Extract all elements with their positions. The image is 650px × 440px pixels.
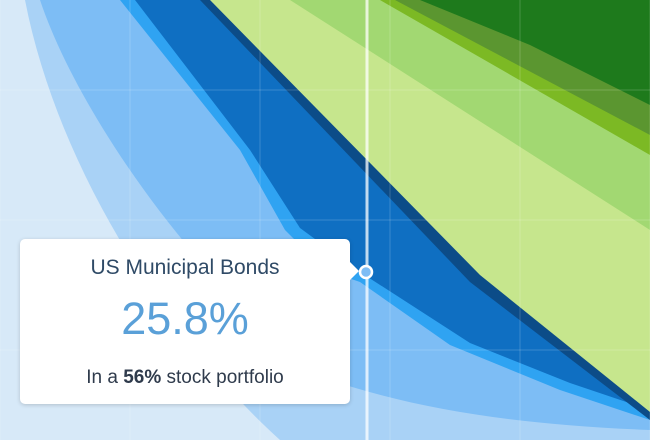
hover-marker[interactable]: [358, 264, 374, 280]
tooltip-value: 25.8%: [121, 293, 249, 344]
tooltip-pointer: [350, 262, 359, 280]
tooltip: US Municipal Bonds 25.8% In a 56% stock …: [20, 239, 359, 404]
area-band-11[interactable]: [420, 0, 650, 105]
tooltip-subtitle: In a 56% stock portfolio: [20, 367, 350, 389]
tooltip-subtitle-prefix: In a: [86, 367, 124, 388]
tooltip-title: US Municipal Bonds: [90, 256, 280, 279]
tooltip-subtitle-suffix: stock portfolio: [161, 367, 284, 388]
tooltip-stock-percent: 56%: [123, 367, 162, 388]
